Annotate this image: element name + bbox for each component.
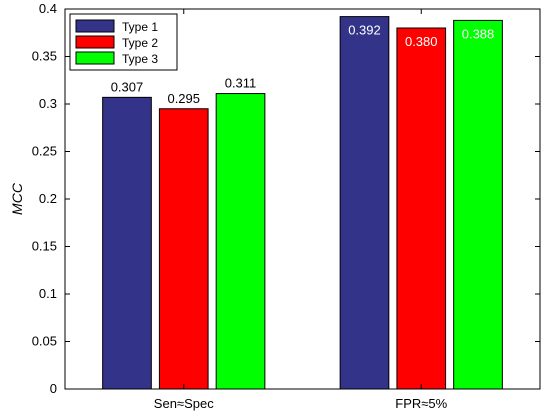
data-label: 0.307 <box>111 79 144 94</box>
bars: 0.307 0.295 0.311 0.392 0.380 0.388 <box>102 16 503 390</box>
y-tick-label: 0.1 <box>39 286 57 301</box>
y-tick-label: 0.35 <box>32 49 57 64</box>
bar <box>102 96 152 390</box>
legend: Type 1 Type 2 Type 3 <box>69 13 178 71</box>
y-tick-label: 0.25 <box>32 144 57 159</box>
y-tick-label: 0.4 <box>39 1 57 16</box>
legend-swatch <box>75 19 115 33</box>
legend-label: Type 3 <box>122 52 158 66</box>
y-tick-label: 0.3 <box>39 96 57 111</box>
y-tick-label: 0.05 <box>32 334 57 349</box>
y-axis: 0 0.05 0.1 0.15 0.2 0.25 0.3 0.35 0.4 <box>32 1 540 396</box>
data-label: 0.311 <box>225 76 257 91</box>
x-axis: Sen≈Spec FPR≈5% <box>154 9 448 411</box>
legend-label: Type 2 <box>122 36 158 50</box>
y-tick-label: 0.2 <box>39 191 57 206</box>
y-tick-label: 0.15 <box>32 239 57 254</box>
bar <box>158 108 209 390</box>
bar <box>453 19 503 390</box>
data-label: 0.295 <box>167 91 200 106</box>
bar <box>215 93 266 390</box>
bar <box>339 16 390 390</box>
legend-label: Type 1 <box>122 20 158 34</box>
y-axis-title: MCC <box>9 182 25 215</box>
data-label: 0.392 <box>348 23 381 38</box>
x-tick-label: FPR≈5% <box>395 396 447 411</box>
data-label: 0.380 <box>405 34 438 49</box>
bar <box>396 27 447 390</box>
y-tick-label: 0 <box>50 381 57 396</box>
x-tick-label: Sen≈Spec <box>154 396 214 411</box>
data-label: 0.388 <box>462 26 495 41</box>
legend-swatch <box>75 51 115 65</box>
legend-swatch <box>75 35 115 49</box>
